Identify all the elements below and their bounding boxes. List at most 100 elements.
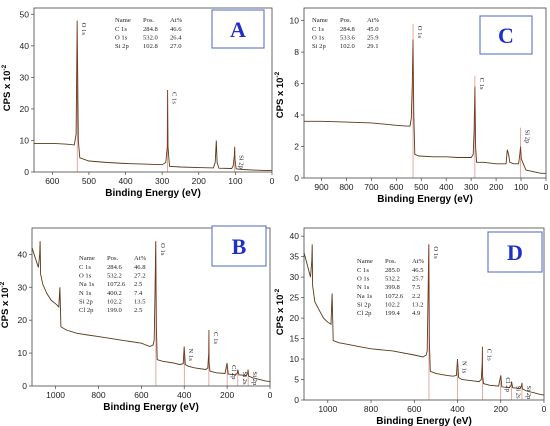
peak-label: N 1s <box>187 349 194 362</box>
table-header-cell: Name <box>79 255 95 262</box>
table-cell: 102.8 <box>143 43 159 50</box>
table-cell: 13.2 <box>412 301 424 308</box>
panel-label: D <box>507 240 523 265</box>
x-tick-label: 700 <box>364 182 378 192</box>
panel-label: A <box>230 17 246 42</box>
y-tick-label: 0 <box>22 381 27 391</box>
table-cell: O 1s <box>79 273 92 280</box>
x-tick-label: 800 <box>364 404 378 414</box>
y-axis-label-exponent: -2 <box>274 288 281 294</box>
x-tick-label: 100 <box>514 182 528 192</box>
panel-c: 900 800 700 600 500 400 300 200 100 0 0 2 4 6 8 10 Bindi… <box>274 7 549 205</box>
table-cell: 285.0 <box>385 267 401 274</box>
table-header-cell: At% <box>170 17 183 24</box>
peak-label: Si 2p <box>525 386 532 400</box>
y-tick-label: 20 <box>290 313 300 323</box>
table-cell: 532.2 <box>107 273 122 280</box>
table-cell: 199.0 <box>107 307 123 314</box>
table-cell: O 1s <box>357 276 370 283</box>
y-tick-label: 8 <box>294 47 299 57</box>
x-tick-label: 300 <box>464 182 478 192</box>
table-header-cell: Pos. <box>385 258 397 265</box>
table-cell: C 1s <box>79 264 91 271</box>
y-tick-label: 10 <box>18 348 28 358</box>
y-tick-label: 0 <box>294 395 299 405</box>
table-cell: 284.8 <box>143 26 159 33</box>
table-header-cell: Pos. <box>143 17 155 24</box>
x-tick-label: 600 <box>407 404 421 414</box>
y-tick-label: 50 <box>20 9 30 19</box>
x-tick-label: 800 <box>339 182 353 192</box>
table-cell: 102.2 <box>107 298 122 305</box>
table-cell: O 1s <box>115 35 128 42</box>
y-tick-label: 10 <box>290 354 300 364</box>
y-axis-label-base: CPS x 10 <box>275 78 286 119</box>
y-tick-label: 2 <box>294 142 299 152</box>
table-header-cell: Name <box>312 17 328 24</box>
table-cell: 532.0 <box>143 35 159 42</box>
table-cell: 7.5 <box>412 284 421 291</box>
y-axis-label: CPS x 10-2 <box>0 281 11 328</box>
x-tick-label: 200 <box>489 182 503 192</box>
panel-label: B <box>232 234 247 259</box>
panel-d: 1000 800 600 400 200 0 0 5 10 15 20 25 30 35 40 Binding… <box>274 227 547 426</box>
table-cell: Si 2p <box>115 43 129 50</box>
y-tick-label: 4 <box>294 110 299 120</box>
table-cell: 533.6 <box>340 35 356 42</box>
x-tick-label: 400 <box>177 390 191 400</box>
table-cell: 1072.6 <box>107 281 126 288</box>
peak-label: Cl 2p <box>230 365 237 380</box>
peak-label: O 1s <box>159 243 166 256</box>
table-header-cell: At% <box>367 17 380 24</box>
y-axis-label-exponent: -2 <box>274 71 281 77</box>
x-tick-label: 400 <box>439 182 453 192</box>
peak-label: Si 2s <box>241 372 248 385</box>
y-axis-label-base: CPS x 10 <box>2 71 13 112</box>
y-tick-label: 40 <box>290 231 300 241</box>
table-cell: 399.8 <box>385 284 401 291</box>
y-tick-label: 0 <box>294 173 299 183</box>
table-cell: 13.5 <box>134 298 146 305</box>
table-cell: 199.4 <box>385 310 401 317</box>
table-cell: 102.2 <box>385 301 400 308</box>
y-tick-label: 40 <box>18 249 28 259</box>
table-cell: 2.5 <box>134 307 143 314</box>
table-cell: 400.2 <box>107 290 122 297</box>
spectrum-line <box>303 244 545 396</box>
panel-label-box <box>487 231 543 273</box>
table-cell: 532.2 <box>385 276 400 283</box>
x-tick-label: 0 <box>542 404 547 414</box>
y-axis-label-base: CPS x 10 <box>275 295 286 336</box>
table-cell: 26.4 <box>170 35 182 42</box>
x-tick-label: 100 <box>228 176 242 186</box>
x-tick-label: 200 <box>192 176 206 186</box>
table-header-cell: Name <box>357 258 373 265</box>
table-cell: 2.5 <box>134 281 143 288</box>
x-tick-label: 400 <box>450 404 464 414</box>
x-tick-label: 400 <box>118 176 132 186</box>
x-tick-label: 0 <box>544 182 549 192</box>
table-cell: O 1s <box>312 35 325 42</box>
peak-label: Cl 2p <box>504 377 511 392</box>
x-tick-label: 200 <box>220 390 234 400</box>
table-cell: Cl 2p <box>357 310 372 317</box>
table-cell: N 1s <box>79 290 92 297</box>
y-tick-label: 30 <box>290 272 300 282</box>
panel-b: 1000 800 600 400 200 0 0 10 20 30 40 Binding Energy… <box>0 225 273 413</box>
y-tick-label: 20 <box>18 315 28 325</box>
table-cell: 7.4 <box>134 290 143 297</box>
x-tick-label: 0 <box>268 390 273 400</box>
x-tick-label: 500 <box>414 182 428 192</box>
y-axis-label-base: CPS x 10 <box>0 288 11 329</box>
y-tick-label: 30 <box>18 282 28 292</box>
y-tick-label: 35 <box>290 252 300 262</box>
table-cell: Cl 2p <box>79 307 94 314</box>
spectrum-line <box>304 39 546 174</box>
table-cell: C 1s <box>357 267 369 274</box>
y-tick-label: 5 <box>294 375 299 385</box>
table-header-cell: At% <box>134 255 147 262</box>
peak-label: C 1s <box>212 332 219 344</box>
table-cell: N 1s <box>357 284 370 291</box>
x-axis-label: Binding Energy (eV) <box>377 194 473 205</box>
y-tick-label: 0 <box>24 167 29 177</box>
